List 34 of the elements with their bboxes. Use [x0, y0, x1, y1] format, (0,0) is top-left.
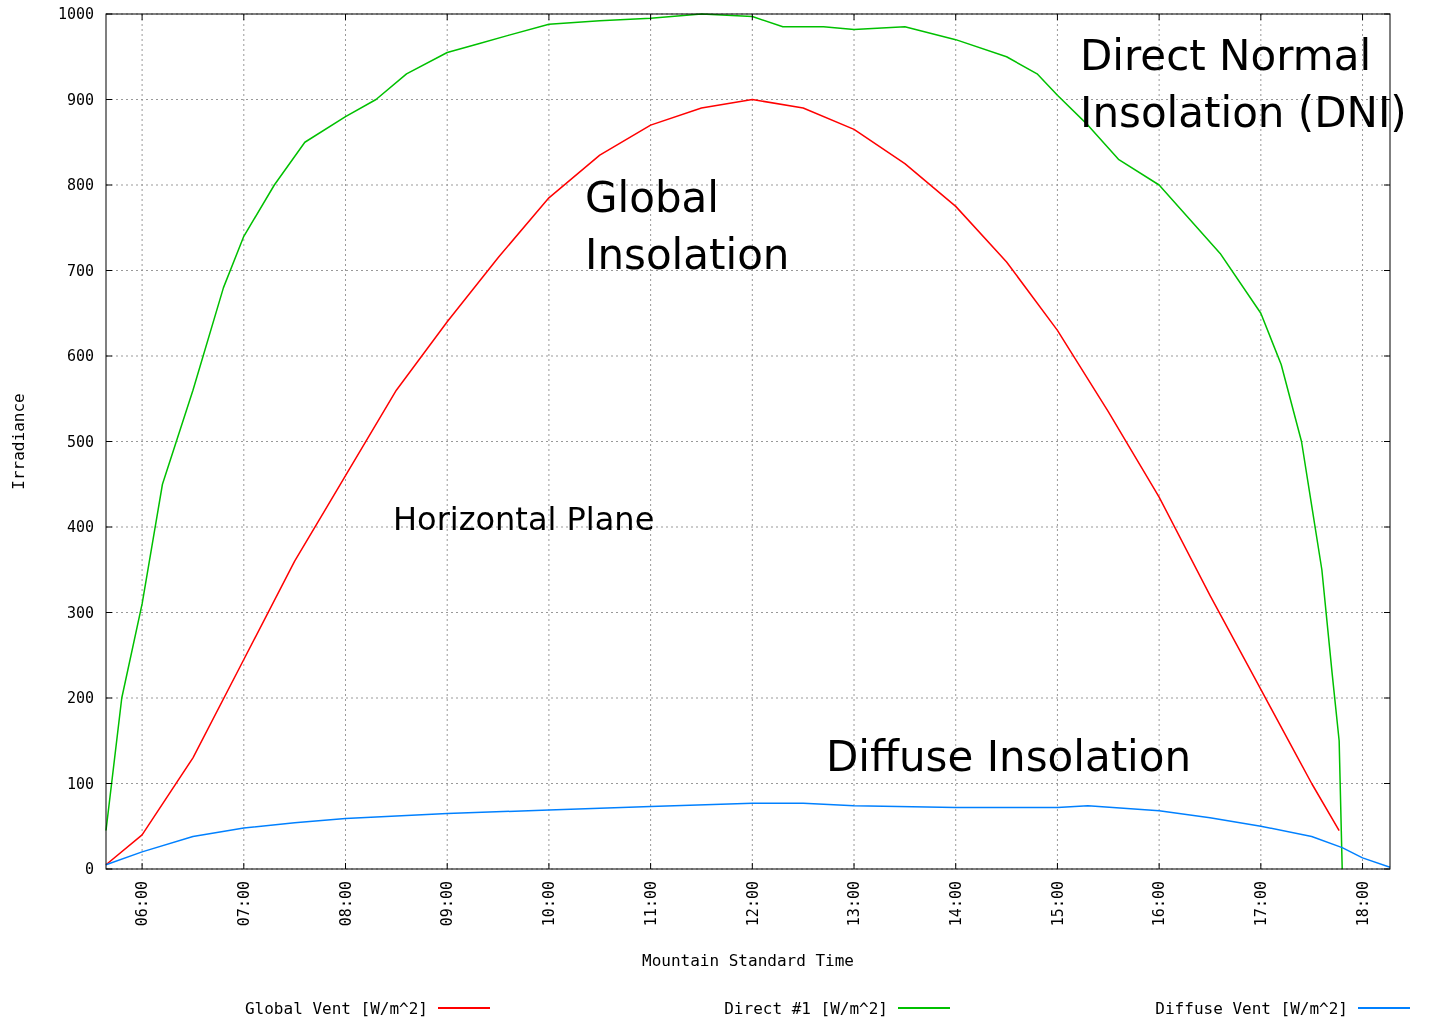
x-tick-label: 12:00: [743, 881, 762, 927]
x-tick-label: 18:00: [1353, 881, 1372, 927]
legend-label: Global Vent [W/m^2]: [244, 998, 428, 1018]
y-tick-label: 100: [66, 774, 94, 793]
y-tick-label: 700: [66, 261, 94, 280]
x-tick-label: 16:00: [1150, 881, 1169, 927]
x-tick-label: 11:00: [641, 881, 660, 927]
legend-label: Direct #1 [W/m^2]: [724, 998, 888, 1018]
x-tick-label: 17:00: [1252, 881, 1271, 927]
y-tick-label: 1000: [57, 5, 94, 24]
x-axis-title: Mountain Standard Time: [642, 951, 854, 970]
x-tick-label: 08:00: [336, 881, 355, 927]
annotation: Global Insolation: [585, 173, 790, 279]
y-tick-label: 200: [66, 689, 94, 708]
y-tick-label: 800: [66, 176, 94, 195]
line-series: [105, 802, 1391, 869]
x-tick-label: 10:00: [540, 881, 559, 927]
annotation: Horizontal Plane: [393, 500, 655, 538]
x-tick-label: 07:00: [235, 881, 254, 927]
legend-label: Diffuse Vent [W/m^2]: [1155, 998, 1348, 1018]
y-tick-label: 0: [84, 860, 94, 879]
x-tick-label: 09:00: [438, 881, 457, 927]
y-tick-label: 300: [66, 603, 94, 622]
y-axis-title: Irradiance: [9, 393, 28, 490]
x-tick-label: 15:00: [1048, 881, 1067, 927]
annotation: Direct Normal Insolation (DNI): [1080, 31, 1407, 137]
x-tick-label: 13:00: [845, 881, 864, 927]
x-tick-label: 06:00: [133, 881, 152, 927]
y-tick-label: 500: [66, 432, 94, 451]
y-tick-label: 600: [66, 347, 94, 366]
x-tick-label: 14:00: [946, 881, 965, 927]
y-tick-label: 900: [66, 90, 94, 109]
annotation: Diffuse Insolation: [826, 732, 1192, 781]
y-tick-label: 400: [66, 518, 94, 537]
